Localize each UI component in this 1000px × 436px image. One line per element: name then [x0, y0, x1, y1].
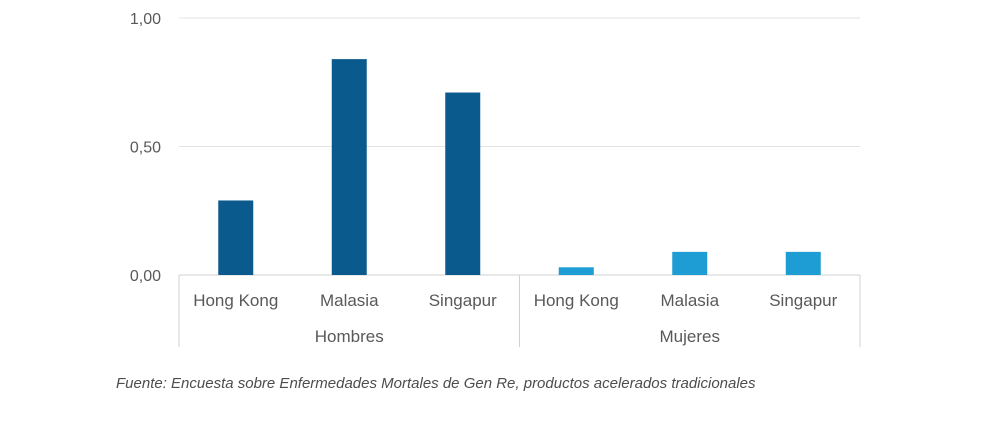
- x-tick-label: Hong Kong: [534, 291, 619, 310]
- bar-chart: 1,00 0,50 0,00 Hong Kong Malasia Singapur Homb…: [130, 11, 861, 347]
- x-tick-label: Hong Kong: [193, 291, 278, 310]
- chart-canvas: 1,00 0,50 0,00 Hong Kong Malasia Singapur Homb…: [130, 11, 861, 347]
- group-label: Hombres: [315, 327, 384, 346]
- source-note: Fuente: Encuesta sobre Enfermedades Mort…: [116, 375, 756, 392]
- y-tick-label: 0,00: [130, 268, 161, 285]
- group-label: Mujeres: [660, 327, 720, 346]
- x-tick-label: Singapur: [769, 291, 837, 310]
- bar: [218, 200, 254, 275]
- bar: [445, 92, 481, 275]
- x-tick-label: Singapur: [429, 291, 497, 310]
- bar: [558, 267, 594, 275]
- bar: [672, 251, 708, 275]
- bar: [785, 251, 821, 275]
- bar: [331, 59, 367, 276]
- x-tick-label: Malasia: [320, 291, 379, 310]
- x-tick-label: Malasia: [660, 291, 719, 310]
- y-tick-label: 0,50: [130, 140, 161, 157]
- y-tick-label: 1,00: [130, 11, 161, 28]
